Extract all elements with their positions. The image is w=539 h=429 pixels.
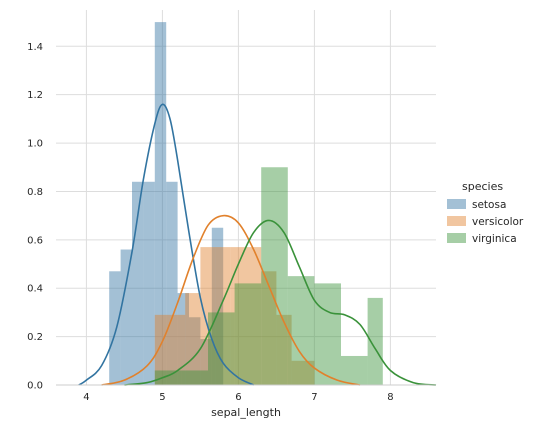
- hist-bar-versicolor: [261, 271, 277, 385]
- legend-label-virginica: virginica: [472, 233, 517, 245]
- kde-lines: [78, 103, 437, 386]
- hist-bar-setosa: [143, 181, 155, 385]
- hist-bar-setosa: [120, 249, 132, 385]
- y-tick-label: 0.0: [27, 381, 43, 392]
- legend-title: species: [462, 180, 503, 193]
- kde-line-versicolor: [101, 214, 361, 386]
- hist-bar-setosa: [200, 339, 212, 385]
- hist-bar-setosa: [109, 271, 121, 385]
- x-tick-labels: 4 5 6 7 8: [83, 392, 393, 403]
- y-tick-label: 0.6: [27, 235, 43, 246]
- hist-bar-virginica: [181, 370, 208, 385]
- legend-swatch-versicolor: [447, 216, 466, 226]
- x-tick-label: 4: [83, 392, 89, 403]
- hist-bar-versicolor: [215, 247, 231, 385]
- hist-bar-virginica: [208, 312, 235, 385]
- hist-bar-virginica: [341, 355, 368, 385]
- grid: [56, 10, 436, 386]
- hist-bar-setosa: [154, 22, 167, 386]
- hist-bar-virginica: [234, 283, 262, 385]
- legend-items: setosa versicolor virginica: [447, 199, 524, 245]
- y-tick-label: 1.4: [27, 42, 43, 53]
- y-tick-label: 0.4: [27, 284, 43, 295]
- x-tick-label: 6: [235, 392, 241, 403]
- hist-bar-setosa: [177, 293, 189, 385]
- hist-bar-setosa: [189, 317, 201, 385]
- hist-bar-setosa: [132, 181, 144, 385]
- legend-swatch-virginica: [447, 233, 466, 243]
- kde-line-virginica: [124, 219, 437, 386]
- x-tick-label: 8: [387, 392, 393, 403]
- y-tick-label: 1.2: [27, 90, 43, 101]
- hist-bar-versicolor: [200, 247, 216, 385]
- hist-bar-virginica: [287, 276, 315, 385]
- legend-label-setosa: setosa: [472, 199, 506, 211]
- legend-swatch-setosa: [447, 199, 466, 209]
- kde-line-setosa: [78, 103, 254, 386]
- hist-bar-versicolor: [230, 247, 246, 385]
- hist-bar-virginica: [367, 297, 383, 385]
- hist-bar-virginica: [314, 283, 341, 385]
- y-tick-labels: 0.0 0.2 0.4 0.6 0.8 1.0 1.2 1.4: [27, 42, 43, 392]
- hist-bar-versicolor: [291, 360, 315, 385]
- x-tick-label: 7: [311, 392, 317, 403]
- hist-bar-setosa: [166, 181, 178, 385]
- y-tick-label: 1.0: [27, 139, 43, 150]
- hist-bar-versicolor: [246, 247, 262, 385]
- y-tick-label: 0.8: [27, 187, 43, 198]
- hist-bar-versicolor: [276, 314, 292, 385]
- histogram-bars: [109, 22, 383, 386]
- hist-bar-virginica: [154, 370, 182, 385]
- x-tick-label: 5: [159, 392, 165, 403]
- legend: species setosa versicolor virginica: [447, 180, 524, 245]
- y-tick-label: 0.2: [27, 332, 43, 343]
- x-axis-label: sepal_length: [211, 406, 281, 419]
- legend-label-versicolor: versicolor: [472, 216, 524, 228]
- hist-bar-setosa: [211, 227, 224, 385]
